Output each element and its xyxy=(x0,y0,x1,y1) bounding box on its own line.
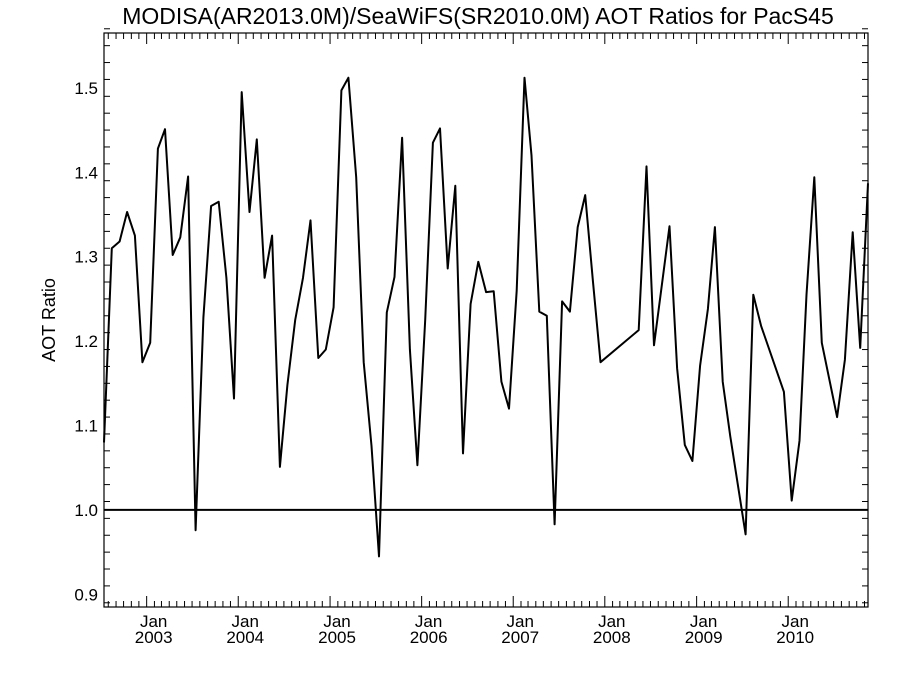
x-tick-year-label: 2003 xyxy=(135,628,173,647)
x-tick-month-label: Jan xyxy=(415,612,442,631)
y-tick-label: 1.1 xyxy=(74,417,98,436)
x-tick-year-label: 2008 xyxy=(593,628,631,647)
x-tick-month-label: Jan xyxy=(323,612,350,631)
x-tick-year-label: 2007 xyxy=(501,628,539,647)
x-tick-month-label: Jan xyxy=(232,612,259,631)
axes-layer xyxy=(103,28,869,608)
y-axis-label: AOT Ratio xyxy=(39,278,59,362)
y-tick-label: 0.9 xyxy=(74,585,98,604)
y-tick-label: 1.3 xyxy=(74,248,98,267)
x-tick-month-label: Jan xyxy=(140,612,167,631)
plot-frame xyxy=(103,32,869,608)
y-tick-label: 1.5 xyxy=(74,79,98,98)
x-tick-year-label: 2009 xyxy=(685,628,723,647)
chart-title: MODISA(AR2013.0M)/SeaWiFS(SR2010.0M) AOT… xyxy=(122,3,834,29)
series-line xyxy=(103,76,869,558)
x-tick-month-label: Jan xyxy=(507,612,534,631)
x-tick-month-label: Jan xyxy=(598,612,625,631)
x-tick-year-label: 2010 xyxy=(776,628,814,647)
x-tick-year-label: 2005 xyxy=(318,628,356,647)
y-tick-label: 1.2 xyxy=(74,332,98,351)
series-line-layer xyxy=(103,76,869,558)
y-tick-label: 1.0 xyxy=(74,501,98,520)
x-tick-year-label: 2006 xyxy=(410,628,448,647)
tick-label-layer: 0.91.01.11.21.31.41.5Jan2003Jan2004Jan20… xyxy=(74,79,814,647)
x-tick-month-label: Jan xyxy=(690,612,717,631)
x-tick-month-label: Jan xyxy=(782,612,809,631)
x-tick-year-label: 2004 xyxy=(226,628,264,647)
y-tick-label: 1.4 xyxy=(74,163,98,182)
